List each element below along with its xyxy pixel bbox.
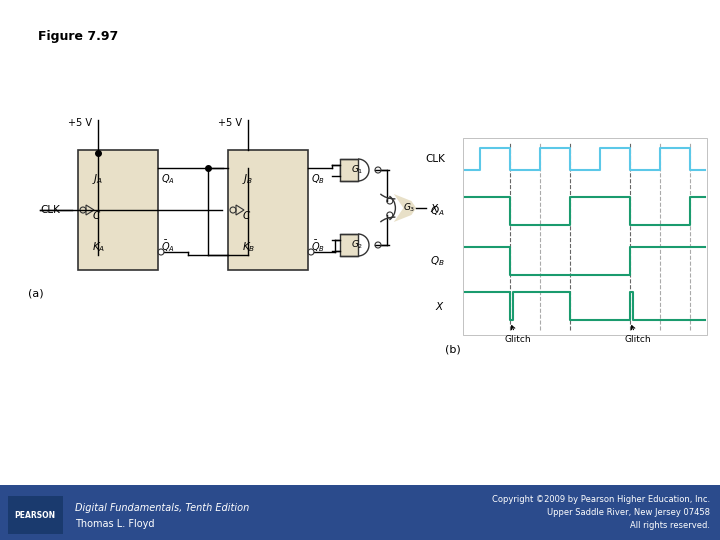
Text: $Q_A$: $Q_A$ (161, 172, 175, 186)
Text: $K_B$: $K_B$ (242, 240, 256, 254)
FancyBboxPatch shape (340, 234, 358, 256)
Text: $J_A$: $J_A$ (92, 172, 103, 186)
Text: Glitch: Glitch (625, 326, 652, 344)
Text: $G_3$: $G_3$ (402, 202, 415, 214)
Text: $J_B$: $J_B$ (242, 172, 253, 186)
Text: $Q_A$: $Q_A$ (431, 204, 445, 218)
Text: $C$: $C$ (92, 209, 102, 221)
Text: $K_A$: $K_A$ (92, 240, 105, 254)
Text: $X$: $X$ (431, 202, 440, 214)
Text: (a): (a) (28, 288, 44, 298)
Text: (b): (b) (445, 345, 461, 355)
FancyBboxPatch shape (228, 150, 308, 270)
FancyBboxPatch shape (0, 485, 720, 540)
Text: Figure 7.97: Figure 7.97 (38, 30, 118, 43)
Text: $G_1$: $G_1$ (351, 164, 363, 176)
Text: $X$: $X$ (436, 300, 445, 312)
Text: PEARSON: PEARSON (14, 510, 55, 519)
Text: Digital Fundamentals, Tenth Edition: Digital Fundamentals, Tenth Edition (75, 503, 249, 513)
Polygon shape (394, 194, 416, 222)
Text: Thomas L. Floyd: Thomas L. Floyd (75, 519, 155, 529)
Text: +5 V: +5 V (218, 118, 242, 128)
Text: CLK: CLK (40, 205, 60, 215)
Text: Copyright ©2009 by Pearson Higher Education, Inc.: Copyright ©2009 by Pearson Higher Educat… (492, 495, 710, 504)
Text: $C$: $C$ (242, 209, 251, 221)
Text: Upper Saddle River, New Jersey 07458: Upper Saddle River, New Jersey 07458 (547, 508, 710, 517)
Text: CLK: CLK (425, 154, 445, 164)
Text: +5 V: +5 V (68, 118, 92, 128)
FancyBboxPatch shape (78, 150, 158, 270)
Text: All rights reserved.: All rights reserved. (630, 521, 710, 530)
Text: $Q_B$: $Q_B$ (431, 254, 445, 268)
Text: Glitch: Glitch (505, 326, 531, 344)
Text: $\bar{Q}_B$: $\bar{Q}_B$ (311, 238, 325, 254)
Text: $Q_B$: $Q_B$ (311, 172, 325, 186)
Text: $\bar{Q}_A$: $\bar{Q}_A$ (161, 238, 175, 254)
Text: $G_2$: $G_2$ (351, 239, 363, 251)
FancyBboxPatch shape (340, 159, 358, 181)
FancyBboxPatch shape (8, 496, 63, 534)
